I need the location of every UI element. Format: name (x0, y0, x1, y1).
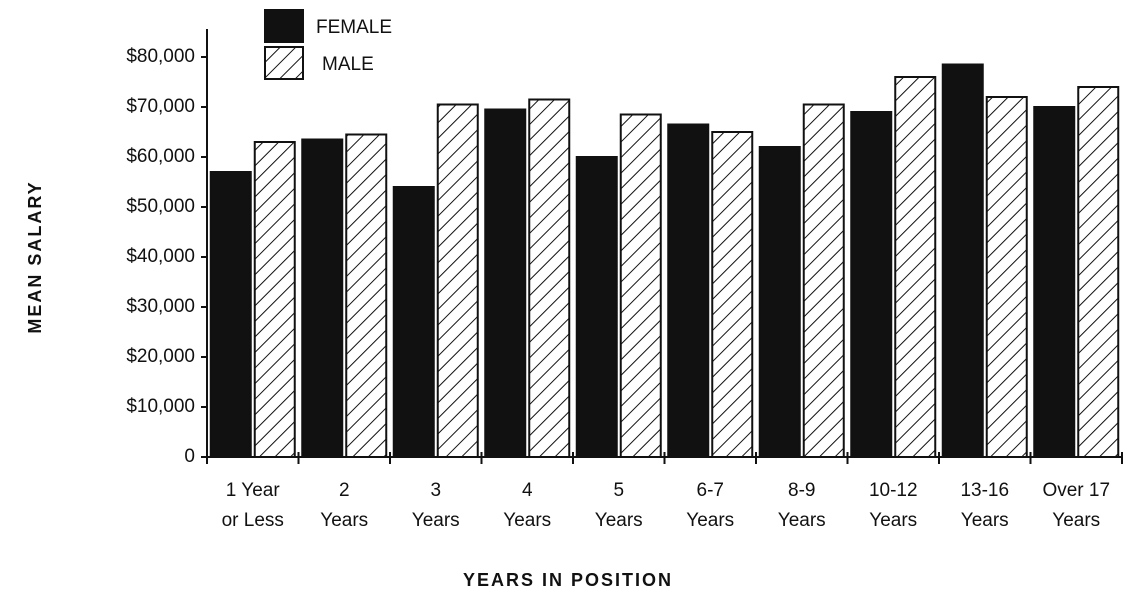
x-tick-label: Over 17 (1042, 480, 1110, 501)
bar (667, 123, 710, 458)
x-tick-label: 6-7 (697, 480, 724, 501)
x-tick-label: Years (412, 510, 460, 531)
bar (711, 131, 754, 458)
y-tick-label: $40,000 (126, 246, 195, 267)
bar (1033, 106, 1076, 458)
x-tick-label: 4 (522, 480, 533, 501)
y-tick-label: $10,000 (126, 396, 195, 417)
y-tick-label: $20,000 (126, 346, 195, 367)
y-tick-label: 0 (184, 446, 195, 467)
y-tick-label: $70,000 (126, 96, 195, 117)
legend-label: FEMALE (316, 17, 392, 38)
x-tick-label: Years (961, 510, 1009, 531)
x-tick-label: Years (595, 510, 643, 531)
x-axis-label: YEARS IN POSITION (463, 570, 673, 590)
x-tick-label: Years (1052, 510, 1100, 531)
bar (209, 171, 252, 458)
legend-swatch (264, 9, 304, 43)
bar (436, 103, 479, 458)
x-tick-label: Years (686, 510, 734, 531)
x-tick-label: Years (503, 510, 551, 531)
y-tick-label: $50,000 (126, 196, 195, 217)
x-tick-label: Years (778, 510, 826, 531)
x-tick-label: 13-16 (960, 480, 1009, 501)
x-tick-label: 3 (430, 480, 441, 501)
bar (894, 76, 937, 458)
bar (345, 133, 388, 458)
bar (802, 103, 845, 458)
bar (941, 63, 984, 458)
bar (850, 111, 893, 458)
x-tick-label: 8-9 (788, 480, 815, 501)
y-tick-label: $60,000 (126, 146, 195, 167)
bar (484, 108, 527, 458)
bar (758, 146, 801, 458)
x-tick-label: 5 (613, 480, 624, 501)
legend-swatch (264, 46, 304, 80)
bar (392, 186, 435, 458)
x-tick-label: 2 (339, 480, 350, 501)
x-tick-label: Years (869, 510, 917, 531)
bar (619, 113, 662, 458)
bar (301, 138, 344, 458)
bar (575, 156, 618, 458)
x-tick-label: 10-12 (869, 480, 918, 501)
x-tick-label: or Less (222, 510, 284, 531)
legend-label: MALE (322, 54, 374, 75)
bar (528, 98, 571, 458)
y-axis-label: MEAN SALARY (25, 180, 45, 333)
y-tick-label: $80,000 (126, 46, 195, 67)
y-tick-label: $30,000 (126, 296, 195, 317)
bar (985, 96, 1028, 458)
x-tick-label: Years (320, 510, 368, 531)
x-tick-label: 1 Year (226, 480, 281, 501)
bar (253, 141, 296, 458)
bar (1077, 86, 1120, 458)
